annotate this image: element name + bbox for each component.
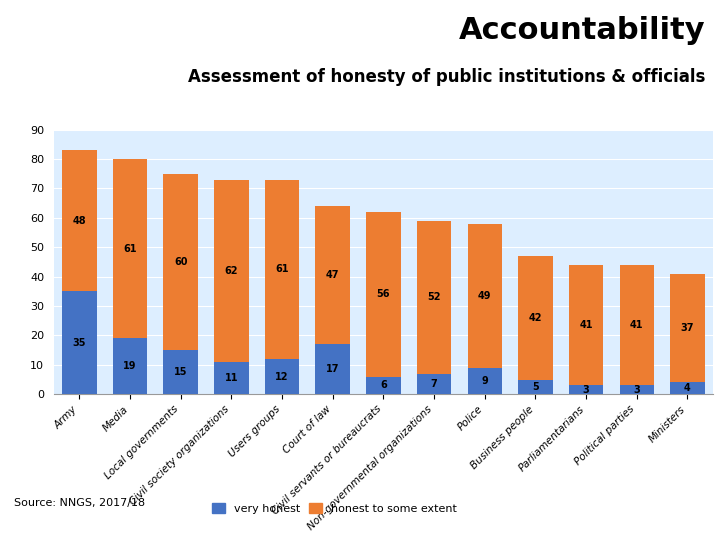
Text: 4: 4 <box>684 383 690 393</box>
Bar <box>113 159 148 339</box>
Text: 3: 3 <box>634 385 640 395</box>
Bar <box>417 374 451 394</box>
Bar <box>163 174 198 350</box>
Text: 15: 15 <box>174 367 187 377</box>
Bar <box>366 376 400 394</box>
Bar <box>163 350 198 394</box>
Bar <box>62 150 96 291</box>
Bar <box>214 180 248 362</box>
Text: 61: 61 <box>275 264 289 274</box>
Text: 48: 48 <box>73 216 86 226</box>
Text: 37: 37 <box>680 323 694 333</box>
Bar <box>670 382 705 394</box>
Bar <box>518 256 553 380</box>
Text: 5: 5 <box>532 382 539 392</box>
Text: 35: 35 <box>73 338 86 348</box>
Text: 6: 6 <box>380 380 387 390</box>
Legend: very honest, honest to some extent: very honest, honest to some extent <box>207 499 462 518</box>
Bar <box>214 362 248 394</box>
Bar <box>417 221 451 374</box>
Bar <box>569 265 603 386</box>
Bar <box>619 265 654 386</box>
Text: 56: 56 <box>377 289 390 299</box>
Bar <box>569 386 603 394</box>
Bar <box>315 206 350 344</box>
Text: 12: 12 <box>275 372 289 382</box>
Bar <box>265 359 300 394</box>
Text: 52: 52 <box>428 292 441 302</box>
Text: 41: 41 <box>630 320 644 330</box>
Text: Assessment of honesty of public institutions & officials: Assessment of honesty of public institut… <box>188 68 706 85</box>
Text: 17: 17 <box>326 364 339 374</box>
Bar <box>265 180 300 359</box>
Text: 60: 60 <box>174 257 187 267</box>
Bar <box>518 380 553 394</box>
Bar <box>113 339 148 394</box>
Bar <box>619 386 654 394</box>
Text: Source: NNGS, 2017/18: Source: NNGS, 2017/18 <box>14 497 145 508</box>
Text: Accountability: Accountability <box>459 16 706 45</box>
Text: 42: 42 <box>528 313 542 323</box>
Text: 3: 3 <box>582 385 590 395</box>
Text: 47: 47 <box>326 270 339 280</box>
Bar <box>467 368 502 394</box>
Bar <box>315 344 350 394</box>
Bar <box>366 212 400 376</box>
Text: 61: 61 <box>123 244 137 254</box>
Text: 19: 19 <box>123 361 137 372</box>
Text: 11: 11 <box>225 373 238 383</box>
Text: 41: 41 <box>580 320 593 330</box>
Bar <box>62 291 96 394</box>
Bar <box>467 224 502 368</box>
Text: 49: 49 <box>478 291 492 301</box>
Text: 7: 7 <box>431 379 438 389</box>
Text: 62: 62 <box>225 266 238 276</box>
Text: 9: 9 <box>482 376 488 386</box>
Bar <box>670 274 705 382</box>
